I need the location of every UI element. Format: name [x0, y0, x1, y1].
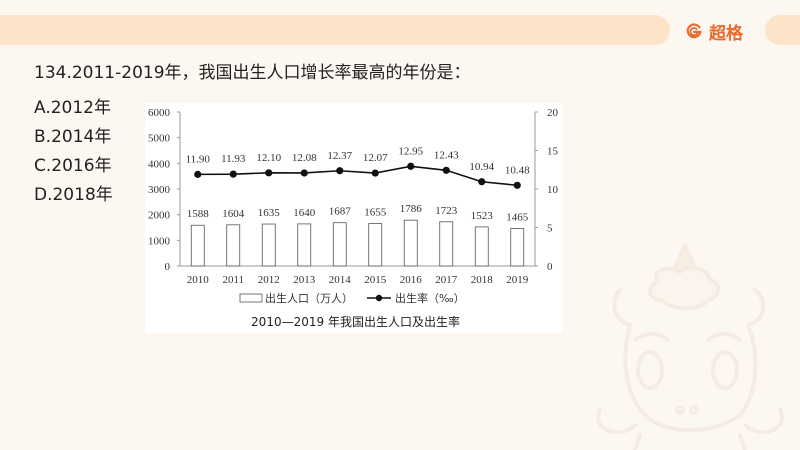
- line-value-label: 12.10: [256, 152, 281, 164]
- legend-bar-label: 出生人口（万人）: [265, 291, 353, 305]
- line-point: [478, 178, 486, 186]
- top-banner-bar: [0, 15, 670, 45]
- legend-line-marker: [375, 294, 383, 302]
- bar-value-label: 1523: [471, 210, 494, 222]
- x-tick-label: 2019: [506, 274, 529, 286]
- right-tick-label: 20: [547, 107, 559, 119]
- right-tick-label: 15: [547, 146, 559, 158]
- option-b[interactable]: B.2014年: [34, 127, 112, 147]
- left-tick-label: 1000: [148, 235, 171, 247]
- bar-value-label: 1687: [329, 206, 352, 218]
- left-tick-label: 0: [165, 261, 171, 273]
- line-value-label: 12.37: [327, 150, 352, 162]
- chart-card: 0 1000 2000 3000 4000 5000 6000 0 5 10 15 20 1588 160…: [145, 103, 563, 333]
- legend-bar-swatch: [239, 293, 263, 303]
- x-tick-label: 2016: [400, 274, 423, 286]
- line-point: [442, 166, 450, 174]
- bar: [368, 223, 383, 267]
- line-value-label: 12.95: [398, 145, 423, 157]
- left-tick-label: 3000: [148, 184, 171, 196]
- bar-value-label: 1640: [293, 207, 316, 219]
- bar: [332, 222, 347, 267]
- bar-value-label: 1786: [400, 203, 423, 215]
- line-value-label: 11.93: [221, 153, 246, 165]
- option-d[interactable]: D.2018年: [34, 185, 113, 205]
- option-a[interactable]: A.2012年: [34, 98, 111, 118]
- top-banner-bar-right: [765, 15, 800, 45]
- line-point: [265, 169, 273, 177]
- x-tick-label: 2012: [258, 274, 280, 286]
- bar-value-label: 1588: [187, 208, 210, 220]
- bar: [297, 223, 312, 267]
- bar: [510, 227, 525, 267]
- chart-title: 2010—2019 年我国出生人口及出生率: [251, 314, 460, 329]
- bar-value-label: 1604: [222, 208, 245, 220]
- right-tick-label: 0: [547, 261, 553, 273]
- left-tick-label: 5000: [148, 133, 171, 145]
- bar-value-label: 1723: [435, 205, 458, 217]
- brand-logo: 超格: [685, 20, 743, 44]
- line-value-label: 10.94: [469, 161, 494, 173]
- x-tick-label: 2011: [222, 274, 244, 286]
- birth-rate-line: [197, 165, 518, 187]
- line-point: [336, 167, 344, 175]
- x-tick-label: 2017: [435, 274, 458, 286]
- line-point: [229, 170, 237, 178]
- x-tick-label: 2018: [471, 274, 494, 286]
- line-point: [407, 162, 415, 170]
- x-tick-label: 2013: [293, 274, 316, 286]
- line-value-label: 11.90: [186, 153, 211, 165]
- line-value-label: 12.07: [363, 152, 388, 164]
- unicorn-mascot-watermark: [596, 243, 784, 450]
- right-tick-label: 5: [547, 223, 553, 235]
- bar: [474, 226, 489, 267]
- line-value-label: 12.43: [434, 149, 459, 161]
- bar: [261, 223, 276, 267]
- right-tick-label: 10: [547, 184, 559, 196]
- question-text: 134.2011-2019年，我国出生人口增长率最高的年份是：: [34, 63, 471, 83]
- brand-name: 超格: [709, 23, 743, 44]
- birth-chart: 0 1000 2000 3000 4000 5000 6000 0 5 10 15 20 1588 160…: [148, 107, 559, 329]
- line-value-label: 10.48: [505, 164, 530, 176]
- line-point: [371, 169, 379, 177]
- line-value-label: 12.08: [292, 152, 317, 164]
- option-c[interactable]: C.2016年: [34, 156, 112, 176]
- bar: [403, 219, 418, 267]
- bar-value-label: 1465: [506, 211, 529, 223]
- line-point: [194, 170, 202, 178]
- bar-value-label: 1635: [258, 207, 281, 219]
- left-tick-label: 2000: [148, 210, 171, 222]
- line-point: [513, 181, 521, 189]
- x-tick-label: 2015: [364, 274, 387, 286]
- left-tick-label: 6000: [148, 107, 171, 119]
- bar: [226, 224, 241, 267]
- x-tick-label: 2014: [329, 274, 352, 286]
- line-point: [300, 169, 308, 177]
- left-tick-label: 4000: [148, 158, 171, 170]
- g-logo-icon: [686, 23, 702, 39]
- x-tick-label: 2010: [187, 274, 210, 286]
- bar-value-label: 1655: [364, 207, 387, 219]
- legend-line-label: 出生率（‰）: [395, 291, 465, 305]
- bar: [439, 221, 454, 267]
- bar: [190, 224, 205, 267]
